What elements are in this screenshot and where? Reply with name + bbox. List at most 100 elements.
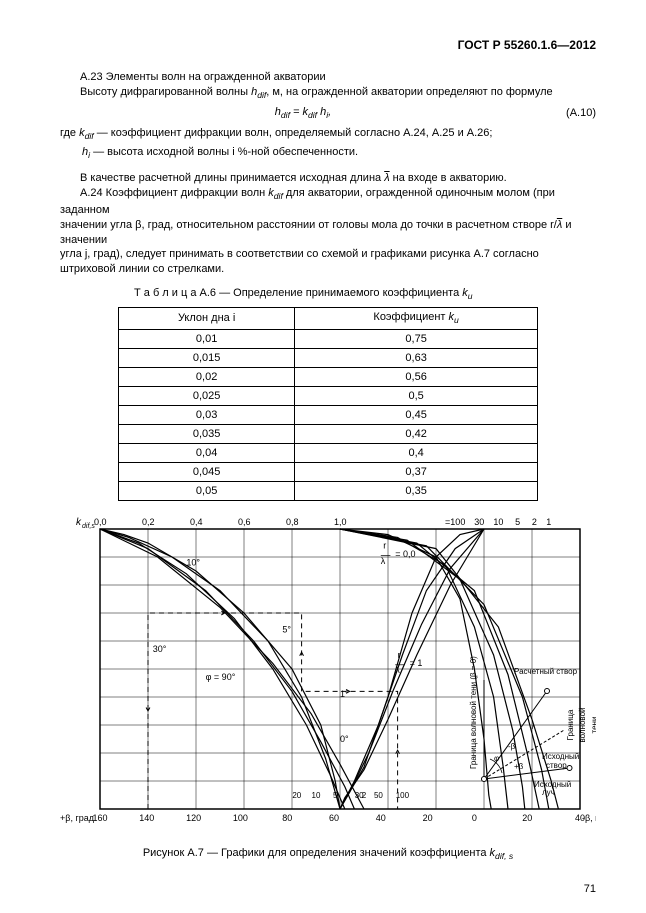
p-a23-line2: Высоту дифрагированной волны hdif, м, на… — [60, 85, 596, 102]
formula-num: (А.10) — [546, 107, 596, 119]
svg-text:0,6: 0,6 — [238, 517, 251, 527]
doc-id: ГОСТ Р 55260.1.6—2012 — [60, 38, 596, 52]
svg-text:тени: тени — [590, 716, 596, 733]
svg-text:Исходный: Исходный — [542, 752, 579, 761]
svg-text:+β, град: +β, град — [60, 813, 95, 823]
svg-text:100: 100 — [396, 790, 410, 799]
svg-text:r: r — [383, 540, 386, 550]
svg-text:120: 120 — [186, 813, 201, 823]
t: Т а б л и ц а А.6 — Определение принимае… — [134, 287, 462, 299]
svg-text:5°: 5° — [282, 624, 291, 634]
svg-text:λ: λ — [381, 556, 386, 566]
chart-a7: kdif,s0,00,20,40,60,81,0=100301052116014… — [60, 511, 596, 841]
svg-text:волновой: волновой — [578, 707, 587, 742]
svg-text:160: 160 — [92, 813, 107, 823]
t: , м, на огражденной акватории определяют… — [266, 86, 552, 98]
svg-text:20: 20 — [522, 813, 532, 823]
table-row: 0,0350,42 — [119, 424, 538, 443]
p-a24-l3: угла j, град), следует принимать в соотв… — [60, 247, 596, 277]
cell: 0,045 — [119, 462, 295, 481]
svg-text:0,0: 0,0 — [94, 517, 107, 527]
svg-text:30: 30 — [474, 517, 484, 527]
p-a24: А.24 Коэффициент дифракции волн kdif для… — [60, 186, 596, 218]
p-calc-len: В качестве расчетной длины принимается и… — [60, 171, 596, 186]
t: А.24 Коэффициент дифракции волн — [80, 187, 268, 199]
svg-text:50: 50 — [374, 790, 383, 799]
cell: 0,03 — [119, 405, 295, 424]
svg-text:5: 5 — [515, 517, 520, 527]
svg-text:λ: λ — [395, 665, 400, 675]
table-caption: Т а б л и ц а А.6 — Определение принимае… — [134, 287, 596, 301]
svg-text:60: 60 — [329, 813, 339, 823]
table-row: 0,040,4 — [119, 443, 538, 462]
cell: 0,75 — [295, 329, 538, 348]
svg-text:10: 10 — [493, 517, 503, 527]
svg-text:Граница волновой тени (β = 0): Граница волновой тени (β = 0) — [469, 655, 478, 768]
t: — коэффициент дифракции волн, определяем… — [94, 127, 493, 139]
cell: 0,025 — [119, 386, 295, 405]
svg-text:0°: 0° — [340, 733, 349, 743]
svg-text:-β: -β — [508, 742, 516, 751]
formula: hdif = kdif hi, — [60, 106, 546, 120]
svg-text:φ = 90°: φ = 90° — [206, 672, 236, 682]
svg-text:30°: 30° — [153, 644, 167, 654]
p-a24-l2: значении угла β, град, относительном рас… — [60, 218, 596, 248]
table-row: 0,030,45 — [119, 405, 538, 424]
t: где — [60, 127, 79, 139]
svg-text:1,0: 1,0 — [334, 517, 347, 527]
fig-caption: Рисунок А.7 — Графики для определения зн… — [60, 847, 596, 861]
svg-text:20: 20 — [292, 790, 301, 799]
t: В качестве расчетной длины принимается и… — [80, 172, 384, 184]
svg-text:створ: створ — [546, 761, 567, 770]
p-a23-title: А.23 Элементы волн на огражденной аквато… — [60, 70, 596, 85]
svg-text:1°: 1° — [340, 689, 349, 699]
svg-text:5: 5 — [333, 790, 338, 799]
svg-text:0,2: 0,2 — [142, 517, 155, 527]
th-slope: Уклон дна i — [119, 308, 295, 329]
table-row: 0,050,35 — [119, 481, 538, 500]
svg-text:0,4: 0,4 — [190, 517, 203, 527]
cell: 0,63 — [295, 348, 538, 367]
svg-text:0,8: 0,8 — [286, 517, 299, 527]
cell: 0,05 — [119, 481, 295, 500]
cell: 0,35 — [295, 481, 538, 500]
where2: hi — высота исходной волны i %-ной обесп… — [60, 145, 596, 162]
cell: 0,37 — [295, 462, 538, 481]
cell: 0,035 — [119, 424, 295, 443]
formula-row: hdif = kdif hi, (А.10) — [60, 106, 596, 120]
svg-text:2: 2 — [532, 517, 537, 527]
t: — высота исходной волны i %-ной обеспече… — [90, 146, 358, 158]
svg-text:φ: φ — [494, 754, 499, 763]
svg-text:80: 80 — [282, 813, 292, 823]
svg-text:0: 0 — [472, 813, 477, 823]
svg-text:10: 10 — [312, 790, 321, 799]
t: Высоту дифрагированной волны — [80, 86, 251, 98]
table-row: 0,0250,5 — [119, 386, 538, 405]
t: на входе в акваторию. — [390, 172, 507, 184]
svg-text:140: 140 — [139, 813, 154, 823]
cell: 0,02 — [119, 367, 295, 386]
svg-text:Расчетный створ: Расчетный створ — [514, 667, 578, 676]
svg-text:луч: луч — [542, 788, 555, 797]
table-row: 0,010,75 — [119, 329, 538, 348]
cell: 0,45 — [295, 405, 538, 424]
svg-text:-β, град: -β, град — [582, 813, 596, 823]
cell: 0,56 — [295, 367, 538, 386]
cell: 0,015 — [119, 348, 295, 367]
t: значении угла β, град, относительном рас… — [60, 219, 557, 231]
svg-text:=100: =100 — [445, 517, 465, 527]
th-coef: Коэффициент ku — [295, 308, 538, 329]
svg-text:30: 30 — [355, 790, 364, 799]
svg-text:100: 100 — [233, 813, 248, 823]
cell: 0,5 — [295, 386, 538, 405]
t: Уклон дна i — [178, 312, 235, 324]
svg-text:= 1: = 1 — [410, 658, 423, 668]
svg-text:20: 20 — [423, 813, 433, 823]
page-number: 71 — [584, 883, 596, 895]
table-a6: Уклон дна i Коэффициент ku 0,010,750,015… — [118, 307, 538, 500]
table-row: 0,020,56 — [119, 367, 538, 386]
svg-text:r: r — [398, 649, 401, 659]
svg-text:+β: +β — [514, 762, 524, 771]
cell: 0,04 — [119, 443, 295, 462]
svg-text:1: 1 — [546, 517, 551, 527]
